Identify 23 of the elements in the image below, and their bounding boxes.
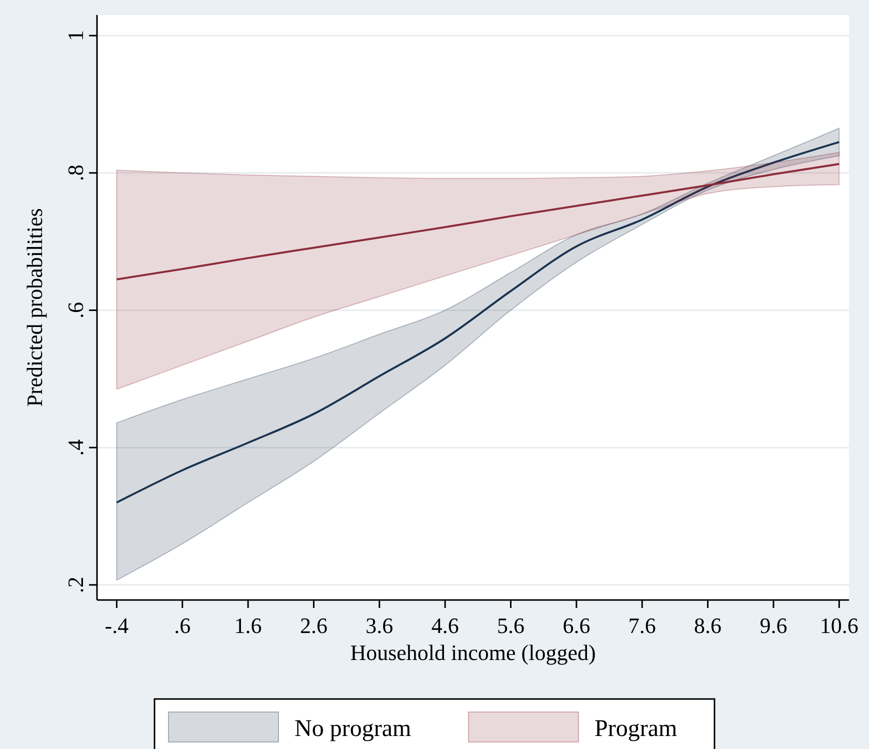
line-series [116, 162, 840, 280]
y-tick-label: 1 [63, 30, 88, 42]
y-tick-label: .8 [63, 164, 88, 182]
y-tick-label: .2 [63, 576, 88, 594]
y-tick-label: .4 [63, 439, 88, 456]
y-tick-label: .6 [63, 302, 88, 318]
x-tick-label: 4.6 [431, 613, 459, 638]
x-tick-label: 10.6 [820, 613, 858, 638]
x-tick-label: 3.6 [366, 613, 394, 638]
x-tick-label: 8.6 [694, 613, 722, 638]
x-tick-label: 7.6 [628, 613, 656, 638]
x-axis-title: Household income (logged) [350, 640, 596, 665]
x-tick-label: 9.6 [760, 613, 788, 638]
x-tick-label: .6 [174, 613, 191, 638]
x-tick-label: -.4 [104, 613, 129, 638]
legend-label: No program [294, 716, 412, 742]
x-tick-label: 2.6 [300, 613, 328, 638]
x-tick-label: 1.6 [234, 613, 262, 638]
line-series [116, 141, 840, 504]
legend-label: Program [594, 716, 678, 742]
x-tick-label: 5.6 [497, 613, 525, 638]
y-axis-title: Predicted probabilities [22, 208, 47, 407]
x-tick-label: 6.6 [562, 613, 590, 638]
